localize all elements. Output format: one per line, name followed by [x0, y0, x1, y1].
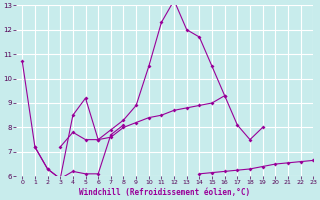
X-axis label: Windchill (Refroidissement éolien,°C): Windchill (Refroidissement éolien,°C)	[79, 188, 250, 197]
